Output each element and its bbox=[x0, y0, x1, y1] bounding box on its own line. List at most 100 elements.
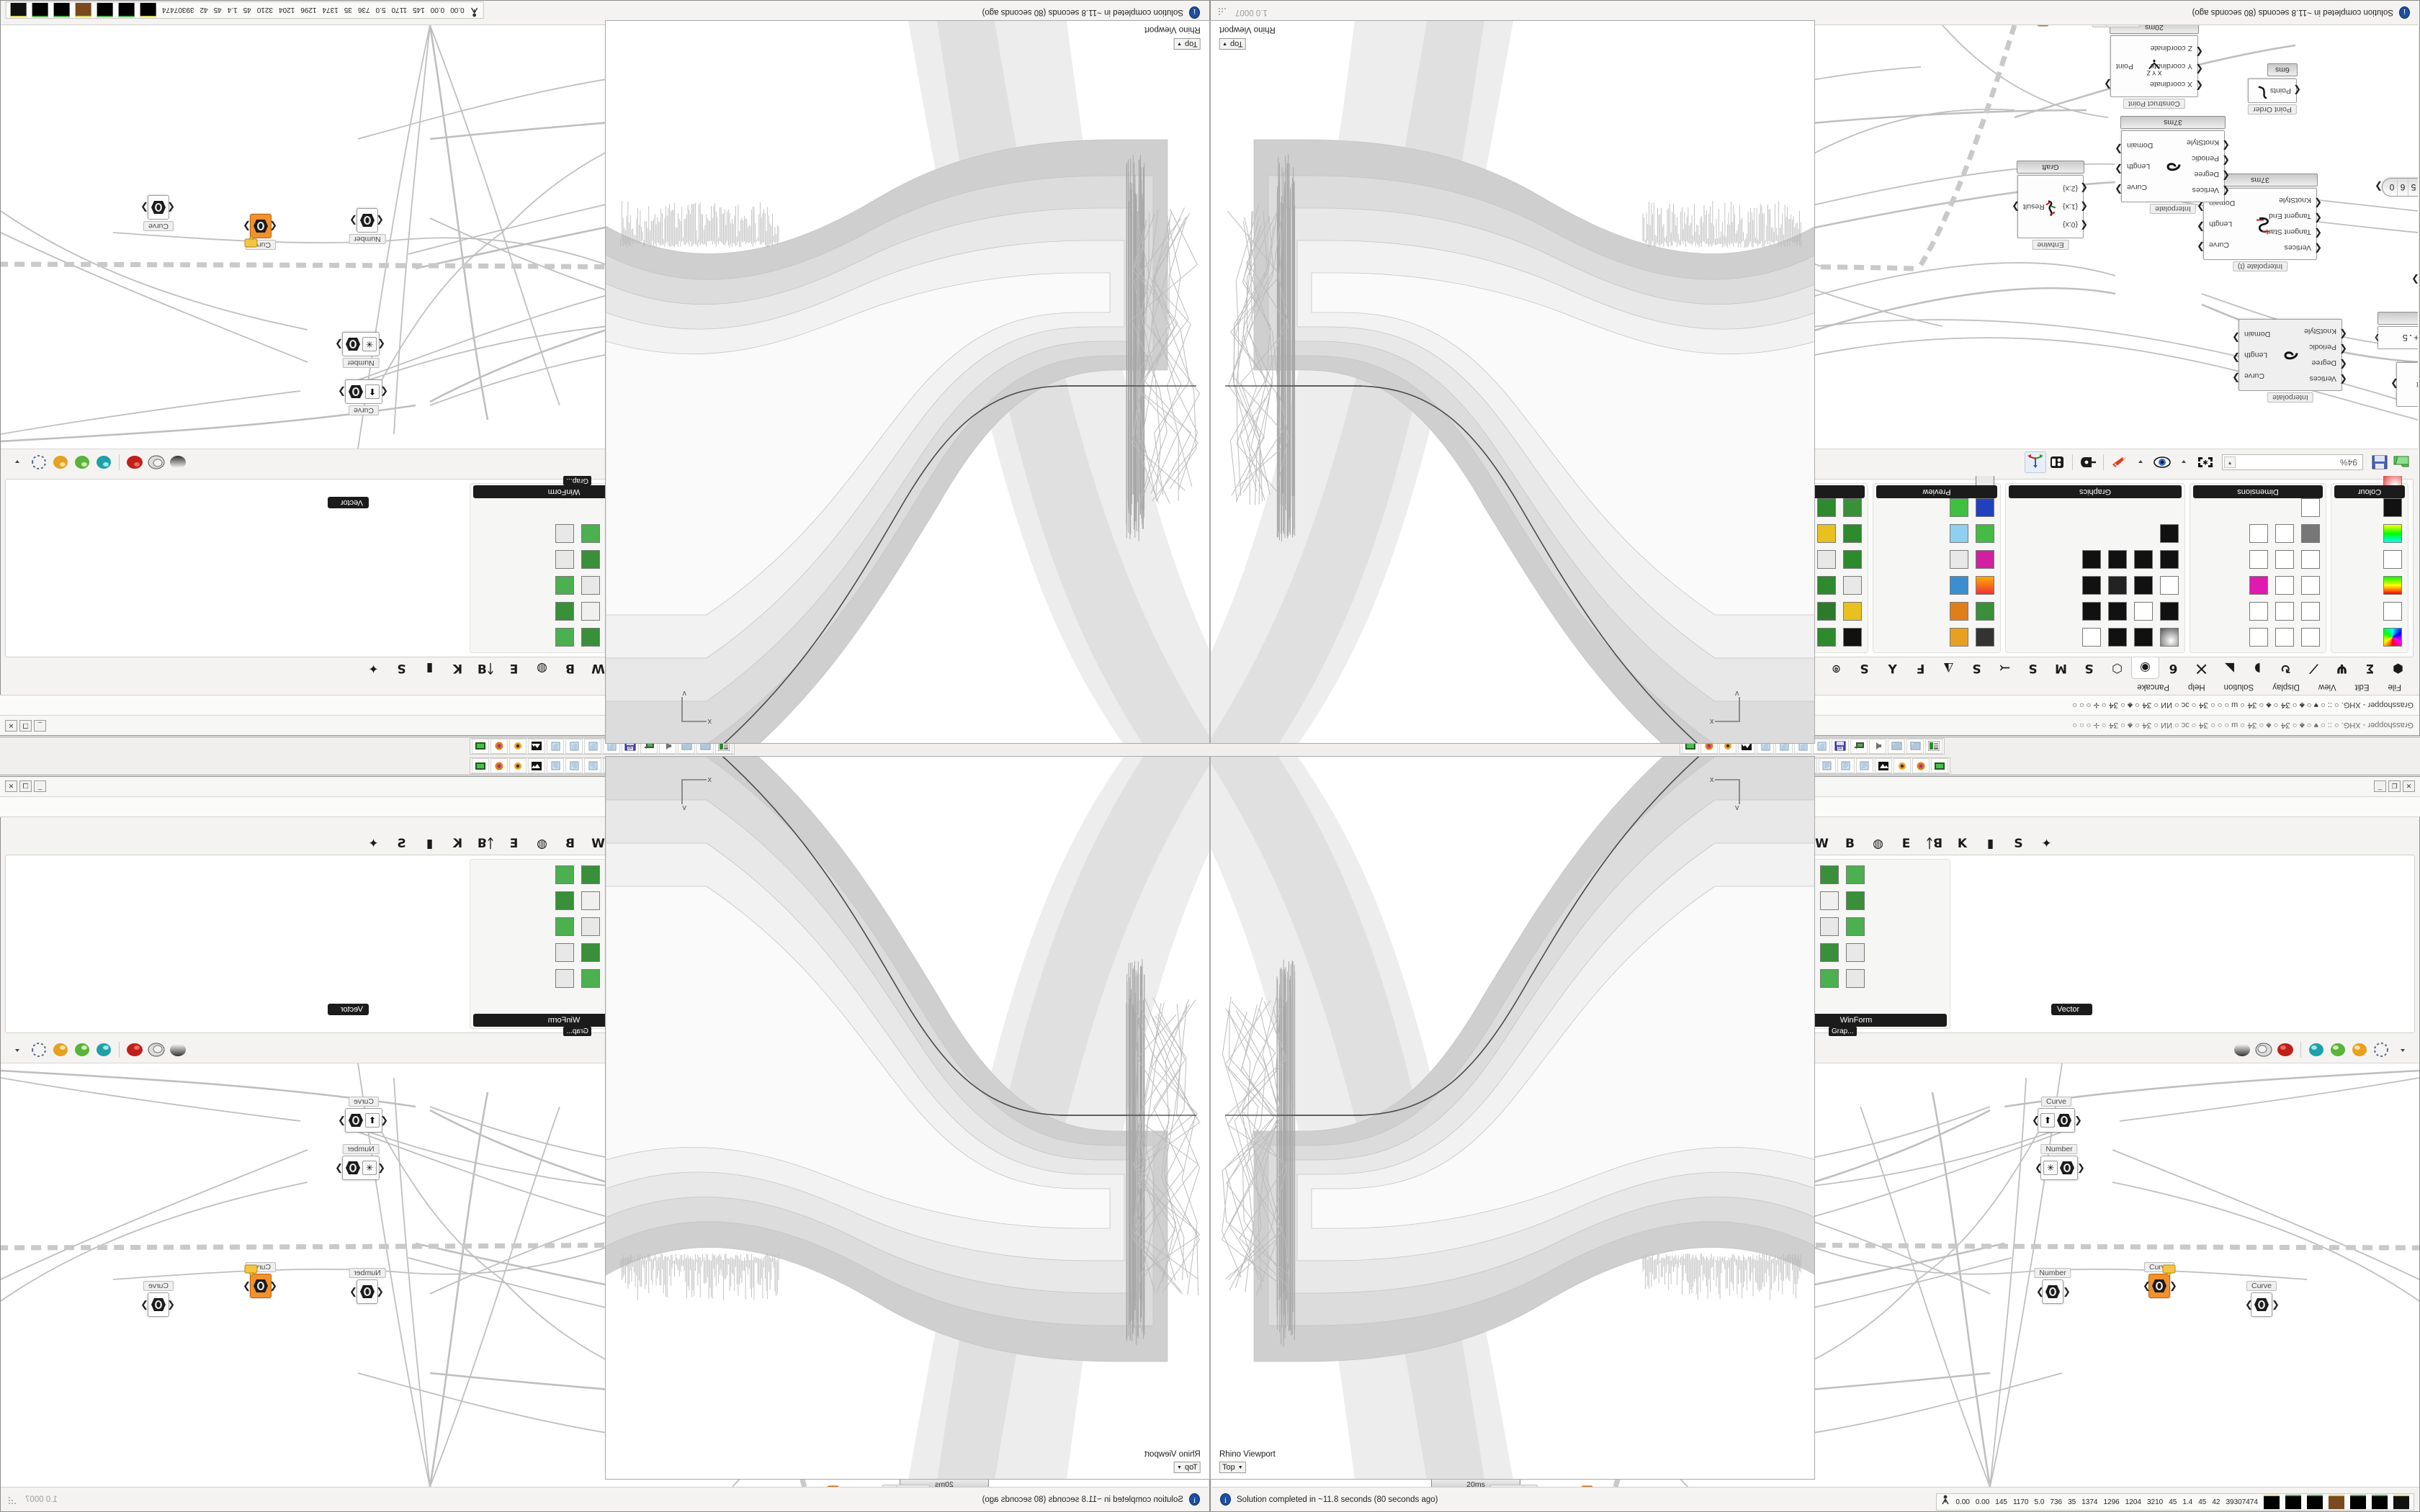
render-orange-icon[interactable] bbox=[490, 758, 508, 773]
output-port[interactable]: ❯ bbox=[2233, 333, 2240, 343]
output-port[interactable]: ❯ bbox=[2116, 164, 2123, 174]
resize-grip[interactable] bbox=[2403, 1495, 2412, 1504]
output-port[interactable]: ❯ bbox=[2392, 379, 2398, 389]
shade-icon[interactable] bbox=[528, 758, 545, 773]
copy-page-icon[interactable] bbox=[584, 758, 601, 773]
component-icon-preview-9[interactable] bbox=[1947, 521, 1971, 546]
layers-alt-icon[interactable] bbox=[1888, 739, 1905, 754]
output-port[interactable]: ❯ bbox=[2077, 1163, 2084, 1173]
eye-orange-icon[interactable] bbox=[509, 758, 526, 773]
ribbon-tab-10[interactable]: ⬡ bbox=[2103, 658, 2131, 678]
component-icon-colour-3[interactable] bbox=[2380, 547, 2405, 572]
input-port[interactable]: ❮ bbox=[2223, 140, 2230, 150]
output-port[interactable]: ❯ bbox=[2013, 202, 2020, 212]
component-icon-colour-4[interactable] bbox=[2380, 521, 2405, 546]
component-icon-winform-2[interactable] bbox=[1817, 863, 1842, 887]
component-icon-winform-2[interactable] bbox=[578, 625, 603, 649]
close-button[interactable]: ✕ bbox=[2403, 780, 2415, 792]
input-port[interactable]: ❮ bbox=[2081, 183, 2088, 193]
copy-page-icon[interactable] bbox=[547, 739, 564, 754]
component-icon-preview-11[interactable] bbox=[1947, 495, 1971, 520]
curve-param-flip[interactable]: Curve ⬆❮ ❯ bbox=[2038, 1108, 2075, 1133]
output-port[interactable]: ❯ bbox=[2373, 332, 2380, 342]
material-orange-icon[interactable] bbox=[50, 452, 71, 474]
output-port[interactable]: ❯ bbox=[2198, 202, 2205, 212]
input-port[interactable]: ❮ bbox=[169, 1300, 175, 1310]
viewport-projection-dropdown[interactable]: Top ▼ bbox=[1174, 1462, 1201, 1473]
component-icon-winform-9[interactable] bbox=[1814, 573, 1839, 598]
output-port[interactable]: ❯ bbox=[2376, 181, 2383, 192]
material-orange-icon[interactable] bbox=[2349, 1039, 2370, 1061]
warning-flag-icon[interactable] bbox=[243, 235, 258, 248]
viewport-top-left[interactable]: x y Rhino Viewport Top ▼ bbox=[605, 20, 1210, 744]
component-icon-preview-10[interactable] bbox=[1973, 495, 1997, 520]
ribbon-tab-23[interactable]: ◍ bbox=[1864, 834, 1892, 854]
cluster-icon[interactable] bbox=[2077, 452, 2099, 474]
input-port[interactable]: ❮ bbox=[2223, 156, 2230, 166]
component-icon-graphics-0[interactable] bbox=[2157, 625, 2182, 649]
output-port[interactable]: ❯ bbox=[336, 339, 343, 349]
component-icon-preview-2[interactable] bbox=[1973, 599, 1997, 624]
wire-port[interactable]: ❯ bbox=[2413, 274, 2418, 284]
dashed-circle-icon[interactable] bbox=[2370, 1039, 2392, 1061]
render-icon[interactable] bbox=[1850, 739, 1868, 754]
number-param-mult[interactable]: Number✳❮❯ bbox=[342, 1156, 380, 1180]
number-param[interactable]: Number ❮ ❯ bbox=[2042, 1279, 2063, 1304]
shade-icon[interactable] bbox=[528, 739, 545, 754]
ribbon-tab-28[interactable]: S bbox=[387, 834, 416, 854]
component-icon-dimensions-11[interactable] bbox=[2246, 547, 2271, 572]
warning-flag-icon[interactable] bbox=[243, 1264, 258, 1277]
number-param[interactable]: Number ❮ ❯ bbox=[357, 208, 378, 233]
component-icon-graphics-7[interactable] bbox=[2079, 599, 2104, 624]
output-port[interactable]: ❯ bbox=[244, 1281, 251, 1291]
output-port[interactable]: ❯ bbox=[336, 1163, 343, 1173]
input-port[interactable]: ❮ bbox=[2341, 374, 2347, 384]
ribbon-tab-1[interactable]: Σ bbox=[2356, 658, 2384, 678]
zoom-extents-icon[interactable]: ✱ bbox=[2195, 452, 2216, 474]
menu-item-help[interactable]: Help bbox=[2179, 682, 2215, 692]
material-teal-icon[interactable] bbox=[93, 452, 115, 474]
ribbon-tab-27[interactable]: ▮ bbox=[1976, 834, 2004, 854]
number-param-mult[interactable]: Number✳❮❯ bbox=[2040, 1156, 2078, 1180]
eye-orange-icon[interactable] bbox=[509, 739, 526, 754]
display-mode-ghosted-icon[interactable] bbox=[145, 1039, 167, 1061]
menu-item-edit[interactable]: Edit bbox=[2346, 682, 2379, 692]
ribbon-tab-8[interactable]: 6 bbox=[2159, 658, 2187, 678]
input-port[interactable]: ❮ bbox=[169, 202, 175, 212]
entwine[interactable]: Entwine {0;x} {1;x} {2;x} Result ❮ ❮ ❮ ❯… bbox=[2017, 175, 2084, 238]
copy-page-icon[interactable] bbox=[584, 739, 601, 754]
component-icon-graphics-6[interactable] bbox=[2105, 599, 2130, 624]
component-icon-winform-15[interactable] bbox=[552, 940, 577, 965]
component-icon-winform-6[interactable] bbox=[578, 888, 603, 913]
output-port[interactable]: ❯ bbox=[2272, 1300, 2278, 1310]
input-port[interactable]: ❮ bbox=[377, 1287, 384, 1297]
output-port[interactable]: ❯ bbox=[2198, 222, 2205, 232]
component-icon-winform-15[interactable] bbox=[1843, 940, 1868, 965]
curve-param-selected[interactable]: Curve❮❯ bbox=[2148, 1274, 2170, 1298]
output-port[interactable]: ❯ bbox=[2063, 1287, 2069, 1297]
input-port[interactable]: ❮ bbox=[2245, 1300, 2251, 1310]
output-port[interactable]: ❯ bbox=[244, 221, 251, 231]
component-icon-dimensions-6[interactable] bbox=[2298, 573, 2323, 598]
input-port[interactable]: ❮ bbox=[379, 1163, 385, 1173]
ribbon-tab-19[interactable]: S bbox=[1850, 658, 1878, 678]
component-icon-dimensions-2[interactable] bbox=[2246, 625, 2271, 649]
output-port[interactable]: ❯ bbox=[142, 1300, 148, 1310]
point-param[interactable]: Point ❯ bbox=[2396, 362, 2418, 407]
component-icon-graphics-14[interactable] bbox=[2105, 547, 2130, 572]
interpolate-1[interactable]: InterpolateVerticesDegreePeriodicKnotSty… bbox=[2238, 319, 2342, 391]
display-mode-ghosted-icon[interactable] bbox=[2253, 1039, 2275, 1061]
ribbon-tab-24[interactable]: E bbox=[500, 834, 528, 854]
component-icon-graphics-16[interactable] bbox=[2157, 521, 2182, 546]
component-icon-dimensions-15[interactable] bbox=[2298, 495, 2323, 520]
component-icon-winform-14[interactable] bbox=[1817, 940, 1842, 965]
input-port[interactable]: ❮ bbox=[2035, 1163, 2041, 1173]
display-mode-ghosted-icon[interactable] bbox=[145, 452, 167, 474]
ribbon-tab-26[interactable]: K bbox=[444, 834, 472, 854]
component-icon-winform-7[interactable] bbox=[552, 888, 577, 913]
display-green-icon[interactable] bbox=[472, 758, 489, 773]
component-icon-winform-4[interactable] bbox=[1840, 599, 1865, 624]
close-button[interactable]: ✕ bbox=[5, 780, 17, 792]
display-mode-rendered-icon[interactable] bbox=[124, 452, 145, 474]
coordinate-axes-icon[interactable] bbox=[2025, 452, 2046, 474]
